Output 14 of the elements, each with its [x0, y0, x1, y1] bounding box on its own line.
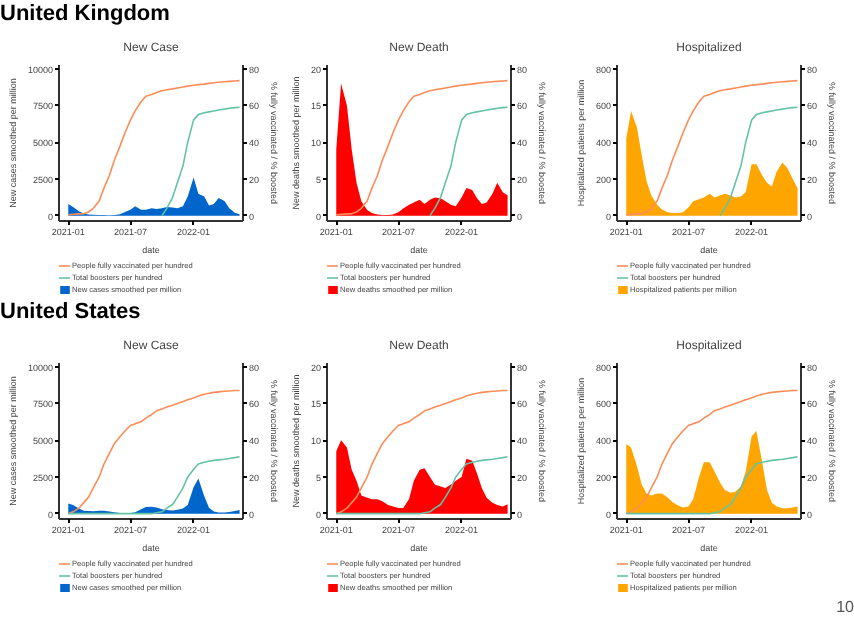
line-series: [67, 79, 241, 216]
line-series: [625, 455, 799, 515]
text: United Kingdom: [0, 0, 170, 30]
line-series: [429, 106, 509, 217]
text: 10: [836, 596, 854, 619]
line-series: [335, 389, 509, 515]
line-series: [625, 79, 799, 216]
line-series: [719, 106, 799, 217]
line-series: [625, 389, 799, 515]
text: United States: [0, 298, 141, 328]
line-series: [161, 106, 241, 217]
line-series: [67, 455, 241, 515]
line-series: [335, 455, 509, 515]
line-series: [67, 389, 241, 515]
